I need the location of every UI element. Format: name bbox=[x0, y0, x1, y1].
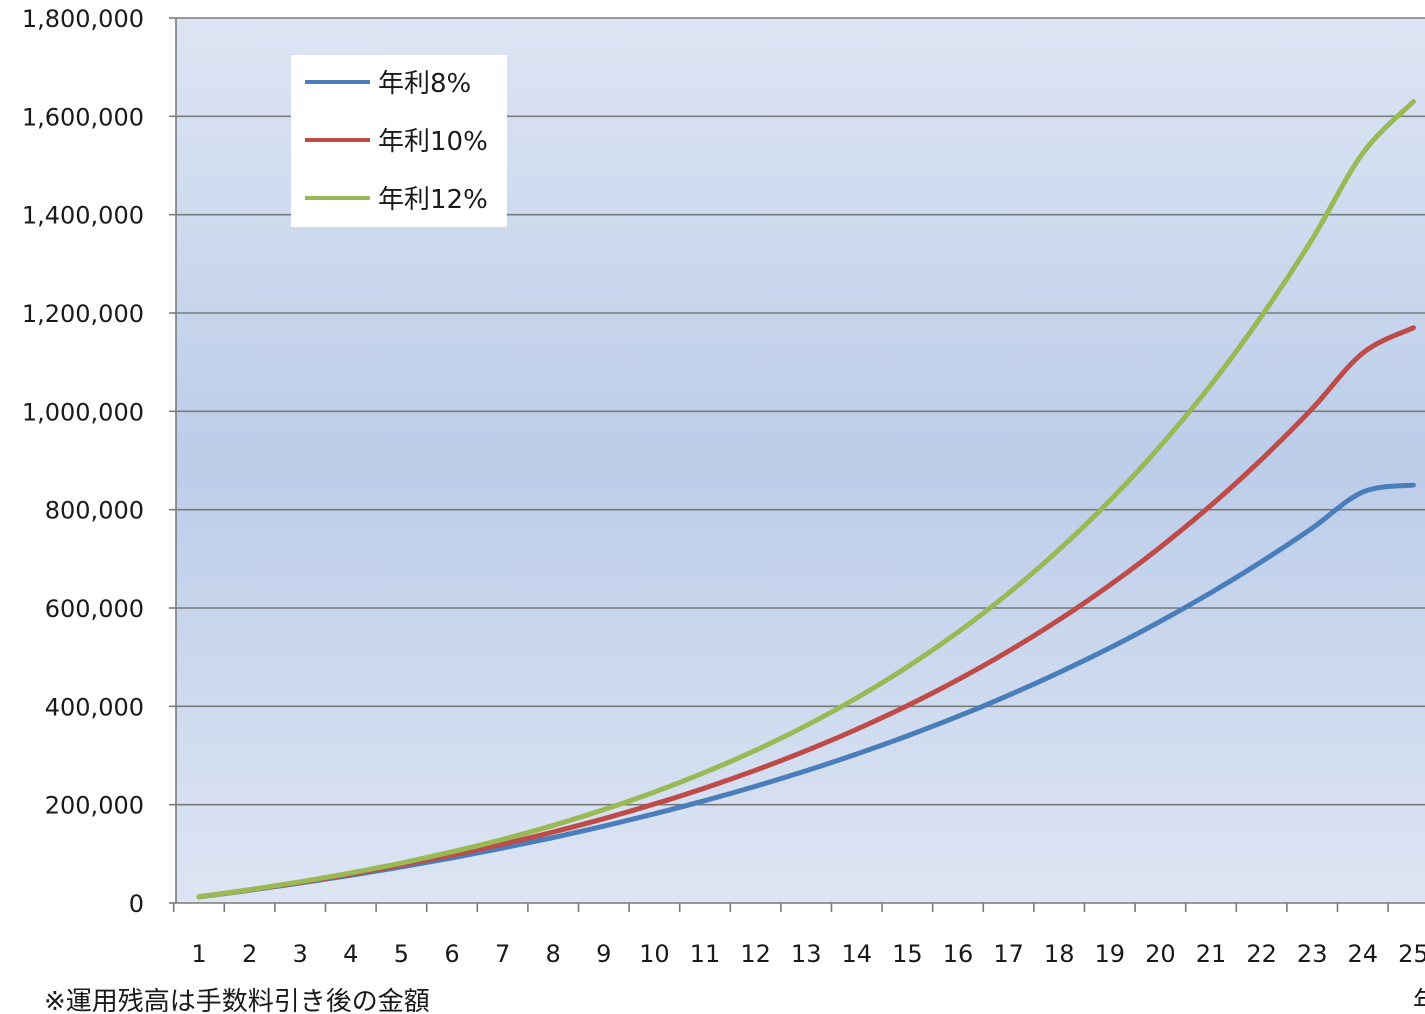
y-tick-label: 1,600,000 bbox=[22, 103, 144, 131]
x-tick-label: 2 bbox=[242, 940, 257, 968]
footnote: ※運用残高は手数料引き後の金額 bbox=[44, 987, 430, 1014]
y-tick-label: 0 bbox=[129, 890, 144, 918]
x-tick-label: 20 bbox=[1145, 940, 1176, 968]
x-tick-label: 18 bbox=[1044, 940, 1075, 968]
legend-label: 年利8% bbox=[378, 69, 471, 99]
x-tick-label: 7 bbox=[495, 940, 510, 968]
x-tick-label: 9 bbox=[596, 940, 611, 968]
x-tick-label: 12 bbox=[740, 940, 771, 968]
x-axis-tick-labels: 1 2 3 4 5 6 7 8 9 10 11 12 13 14 15 16 17 18 19 20 21 22 23 24 2… bbox=[191, 940, 1425, 968]
x-tick-label: 23 bbox=[1297, 940, 1328, 968]
legend-label: 年利10% bbox=[378, 127, 488, 157]
y-tick-label: 800,000 bbox=[45, 497, 144, 525]
y-tick-label: 1,200,000 bbox=[22, 300, 144, 328]
y-axis-tick-labels: 0 200,000 400,000 600,000 800,000 1,000,000 1,… bbox=[22, 5, 144, 918]
y-tick-label: 600,000 bbox=[45, 595, 144, 623]
x-tick-label: 8 bbox=[546, 940, 561, 968]
y-tick-label: 1,400,000 bbox=[22, 202, 144, 230]
x-tick-label: 19 bbox=[1095, 940, 1126, 968]
x-tick-label: 4 bbox=[343, 940, 358, 968]
y-tick-label: 200,000 bbox=[45, 792, 144, 820]
x-tick-label: 15 bbox=[892, 940, 923, 968]
x-tick-label: 5 bbox=[394, 940, 409, 968]
y-tick-label: 400,000 bbox=[45, 693, 144, 721]
legend: 年利8% 年利10% 年利12% bbox=[291, 55, 507, 227]
y-tick-label: 1,800,000 bbox=[22, 5, 144, 33]
y-tick-label: 1,000,000 bbox=[22, 398, 144, 426]
x-tick-label: 3 bbox=[293, 940, 308, 968]
x-tick-label: 14 bbox=[842, 940, 873, 968]
x-tick-label: 17 bbox=[993, 940, 1024, 968]
x-tick-label: 6 bbox=[444, 940, 459, 968]
x-tick-label: 24 bbox=[1348, 940, 1379, 968]
x-tick-label: 22 bbox=[1246, 940, 1277, 968]
x-tick-label: 1 bbox=[191, 940, 206, 968]
x-tick-label: 25 bbox=[1398, 940, 1425, 968]
series-line-3 bbox=[196, 99, 1416, 900]
data-series bbox=[196, 99, 1416, 900]
x-tick-label: 16 bbox=[943, 940, 974, 968]
x-tick-label: 13 bbox=[791, 940, 822, 968]
x-tick-label: 11 bbox=[690, 940, 721, 968]
x-tick-label: 21 bbox=[1196, 940, 1227, 968]
axes bbox=[172, 18, 1425, 912]
cut-off-axis-unit: 年 bbox=[1413, 987, 1425, 1014]
legend-label: 年利12% bbox=[378, 185, 488, 215]
x-tick-label: 10 bbox=[639, 940, 670, 968]
